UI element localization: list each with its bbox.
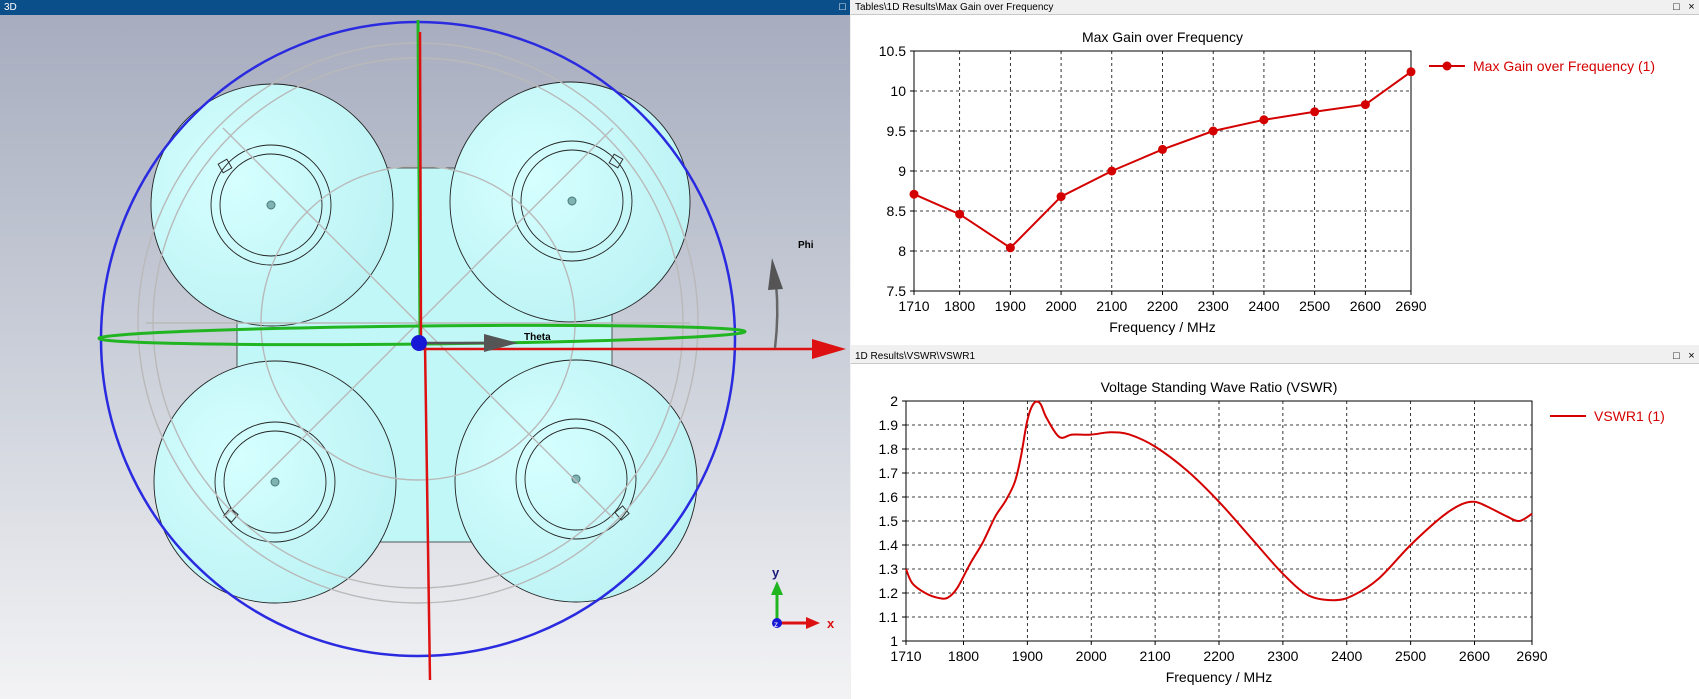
maximize-icon[interactable]: □ (1673, 1, 1680, 13)
x-tick-label: 2500 (1299, 298, 1330, 314)
x-tick-label: 2690 (1516, 648, 1547, 664)
y-tick-label: 1.5 (879, 513, 899, 529)
legend-label: VSWR1 (1) (1594, 408, 1665, 424)
y-tick-label: 1.7 (879, 465, 899, 481)
y-tick-label: 8 (898, 243, 906, 259)
data-point (1360, 100, 1370, 110)
vswr-panel-path: 1D Results\VSWR\VSWR1 (855, 351, 976, 362)
origin-marker (411, 335, 427, 351)
x-tick-label: 1800 (948, 648, 979, 664)
view3d-pane[interactable]: 3D □ (0, 0, 850, 699)
x-tick-label: 1710 (890, 648, 921, 664)
x-axis-label: x (827, 616, 835, 631)
x-axis-label: Frequency / MHz (1166, 669, 1273, 685)
data-point (1208, 126, 1218, 136)
x-tick-label: 2100 (1096, 298, 1127, 314)
y-tick-label: 9.5 (887, 123, 907, 139)
axis-triad: y x z (771, 565, 835, 631)
x-tick-label: 2690 (1395, 298, 1426, 314)
x-tick-label: 2600 (1350, 298, 1381, 314)
chart-title: Voltage Standing Wave Ratio (VSWR) (1101, 379, 1338, 395)
x-tick-label: 1900 (1012, 648, 1043, 664)
patch-disc (153, 360, 397, 604)
view3d-title: 3D (4, 2, 17, 13)
theta-arrow-icon (484, 334, 518, 352)
y-tick-label: 1 (890, 633, 898, 649)
phi-label: Phi (798, 240, 814, 251)
gain-titlebar: Tables\1D Results\Max Gain over Frequenc… (851, 0, 1699, 15)
y-tick-label: 10 (890, 83, 906, 99)
maximize-icon[interactable]: □ (839, 1, 846, 13)
y-tick-label: 1.2 (879, 585, 899, 601)
z-axis-label: z (774, 620, 778, 629)
x-tick-label: 1710 (898, 298, 929, 314)
x-tick-label: 1900 (995, 298, 1026, 314)
y-tick-label: 7.5 (887, 283, 907, 299)
data-point (955, 209, 965, 219)
close-icon[interactable]: × (1688, 1, 1695, 13)
vswr-chart[interactable]: 1710 1800 1900 2000 2100 2200 2300 2400 2500 2600… (851, 364, 1699, 699)
y-tick-label: 2 (890, 393, 898, 409)
x-tick-label: 2100 (1140, 648, 1171, 664)
y-tick-label: 1.9 (879, 417, 899, 433)
view3d-canvas[interactable]: Theta Phi y x z (0, 15, 850, 699)
y-axis-label: y (772, 565, 780, 580)
vswr-pane[interactable]: 1D Results\VSWR\VSWR1 □ × 1710 1800 1900 20… (851, 349, 1699, 699)
gain-panel-path: Tables\1D Results\Max Gain over Frequenc… (855, 2, 1054, 13)
legend-marker (1442, 61, 1452, 71)
view3d-titlebar: 3D □ (0, 0, 850, 15)
gain-chart[interactable]: 1710 1800 1900 2000 2100 2200 2300 2400 2500 2600… (851, 15, 1699, 345)
data-point (1056, 192, 1066, 202)
data-point (1158, 144, 1167, 154)
data-point (1005, 243, 1015, 253)
chart-title: Max Gain over Frequency (1082, 29, 1243, 45)
x-tick-label: 2000 (1045, 298, 1076, 314)
red-vertical-axis (418, 31, 423, 341)
y-tick-label: 10.5 (879, 43, 906, 59)
phi-arrow-icon (768, 258, 783, 290)
theta-label: Theta (524, 332, 551, 343)
y-tick-label: 1.4 (879, 537, 899, 553)
close-icon[interactable]: × (1688, 350, 1695, 362)
data-point (909, 189, 919, 199)
x-tick-label: 2000 (1076, 648, 1107, 664)
y-tick-label: 9 (898, 163, 906, 179)
patch-disc (150, 83, 394, 327)
x-tick-label: 2200 (1203, 648, 1234, 664)
x-tick-label: 2200 (1147, 298, 1178, 314)
data-point (1310, 107, 1320, 117)
x-tick-label: 1800 (944, 298, 975, 314)
x-tick-label: 2500 (1395, 648, 1426, 664)
x-tick-label: 2300 (1198, 298, 1229, 314)
series-line (905, 400, 1533, 602)
data-point (1107, 166, 1117, 176)
y-tick-label: 1.3 (879, 561, 899, 577)
vswr-titlebar: 1D Results\VSWR\VSWR1 □ × (851, 349, 1699, 364)
patch-disc (449, 81, 691, 323)
maximize-icon[interactable]: □ (1673, 350, 1680, 362)
y-tick-label: 1.1 (879, 609, 899, 625)
x-tick-label: 2300 (1267, 648, 1298, 664)
x-tick-label: 2400 (1331, 648, 1362, 664)
gain-pane[interactable]: Tables\1D Results\Max Gain over Frequenc… (851, 0, 1699, 345)
x-arrow-icon (812, 339, 846, 359)
x-axis-label: Frequency / MHz (1109, 319, 1216, 335)
x-tick-label: 2400 (1248, 298, 1279, 314)
legend-label: Max Gain over Frequency (1) (1473, 58, 1655, 74)
data-point (1406, 67, 1416, 77)
y-tick-label: 8.5 (887, 203, 907, 219)
y-tick-label: 1.8 (879, 441, 899, 457)
red-vertical-axis (423, 344, 432, 681)
data-point (1259, 115, 1269, 125)
x-tick-label: 2600 (1459, 648, 1490, 664)
y-tick-label: 1.6 (879, 489, 899, 505)
